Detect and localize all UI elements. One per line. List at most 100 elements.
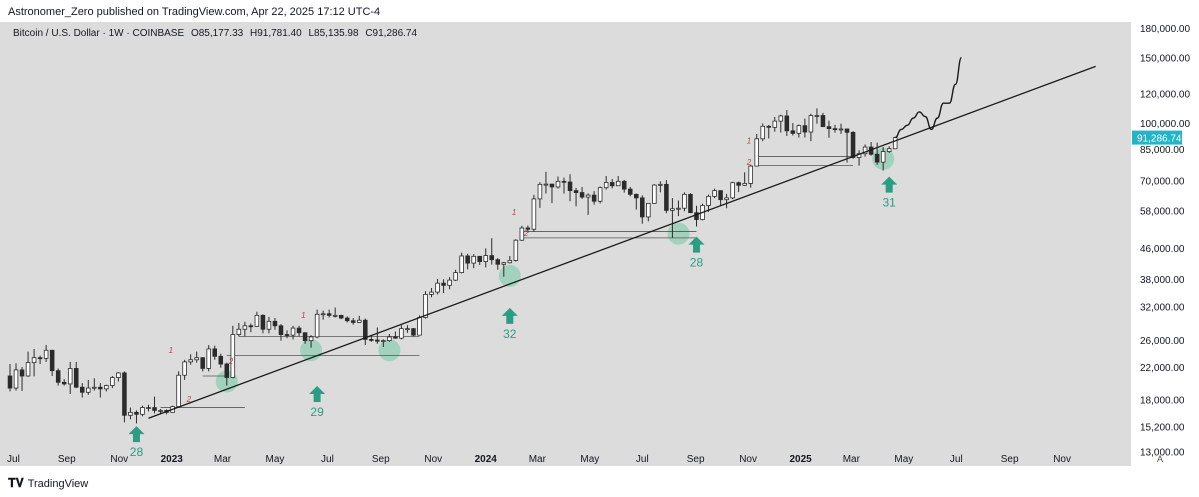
candle: [615, 176, 621, 187]
candle-body: [634, 193, 639, 199]
x-tick-label: Nov: [110, 454, 128, 465]
arrow-count-label: 31: [883, 196, 897, 210]
candle: [31, 348, 37, 377]
candle: [591, 191, 597, 205]
candle-body: [350, 320, 356, 323]
candle-body: [603, 182, 609, 189]
candle-body: [200, 357, 205, 369]
candle: [489, 238, 495, 265]
candle-body: [429, 291, 434, 295]
up-arrow-icon: [309, 386, 326, 403]
candle: [724, 193, 729, 209]
candle: [344, 316, 350, 323]
candle-body: [874, 153, 880, 163]
candle-body: [627, 188, 633, 195]
candle-body: [338, 314, 344, 319]
candle-body: [302, 332, 308, 342]
x-tick-label: 2025: [789, 454, 812, 465]
candle: [531, 194, 537, 232]
y-tick-label: 26,000.00: [1140, 336, 1185, 347]
y-tick-label: 13,000.00: [1140, 448, 1185, 459]
y-tick-label: 15,200.00: [1140, 423, 1185, 434]
candle-body: [326, 313, 332, 316]
ohlc-high: H91,781.40: [249, 28, 302, 39]
candle: [766, 125, 772, 139]
candle: [447, 277, 452, 290]
y-tick-label: 100,000.00: [1140, 119, 1190, 130]
candle-body: [314, 313, 320, 338]
candle: [61, 379, 67, 386]
candle-body: [766, 125, 772, 128]
candle: [856, 150, 862, 166]
candle: [706, 194, 711, 212]
candle-body: [850, 131, 856, 158]
candle-body: [561, 180, 567, 183]
candle-body: [284, 334, 290, 336]
candle: [597, 186, 603, 204]
candle: [79, 383, 85, 398]
up-arrow-shape: [688, 236, 705, 253]
candle: [826, 120, 832, 138]
candle-body: [597, 187, 603, 202]
candle: [7, 364, 13, 392]
candle-body: [73, 368, 79, 388]
candle: [332, 307, 338, 318]
y-tick-label: 150,000.00: [1140, 54, 1190, 65]
candle: [128, 407, 133, 420]
x-tick-label: Sep: [372, 454, 390, 465]
candle: [513, 239, 519, 262]
candle: [676, 200, 681, 217]
candle: [555, 176, 561, 189]
y-tick-label: 180,000.00: [1140, 24, 1190, 35]
candle: [640, 195, 645, 224]
candle: [543, 171, 549, 194]
candle: [104, 384, 109, 392]
candle-body: [206, 348, 211, 369]
candle-body: [260, 314, 266, 330]
x-tick-label: May: [894, 454, 913, 465]
arrow-count-label: 28: [130, 445, 144, 459]
candle-body: [49, 349, 55, 372]
candle-body: [242, 325, 248, 330]
candle-body: [441, 282, 446, 286]
candle-body: [67, 368, 73, 385]
candle: [13, 363, 19, 391]
candle: [483, 248, 488, 268]
candle-body: [826, 126, 832, 130]
x-tick-label: Sep: [687, 454, 705, 465]
candle-body: [25, 362, 31, 377]
candle-body: [646, 202, 651, 218]
candle-body: [802, 125, 808, 133]
candle: [567, 174, 573, 202]
x-tick-label: Jul: [321, 454, 334, 465]
x-tick-label: Mar: [843, 454, 861, 465]
candle-body: [814, 115, 820, 117]
level-marker-label: 2: [228, 357, 234, 366]
candle-body: [230, 334, 236, 378]
candle-body: [453, 272, 458, 281]
candle: [338, 314, 344, 320]
candle-body: [278, 325, 284, 335]
candle: [549, 183, 555, 204]
footer-brand: 𝐓𝐕 TradingView: [8, 476, 88, 491]
candle-body: [344, 317, 350, 322]
candle: [832, 124, 838, 133]
candle-body: [591, 194, 597, 202]
candle: [357, 315, 362, 323]
candle: [808, 113, 814, 142]
up-arrow-shape: [881, 176, 898, 193]
candle: [278, 324, 284, 341]
y-tick-label: 38,000.00: [1140, 275, 1185, 286]
candle-body: [176, 374, 181, 408]
auto-scale-label: A: [1157, 454, 1163, 464]
candle: [754, 133, 759, 167]
candle: [272, 318, 278, 330]
candle-body: [579, 192, 585, 198]
candle: [308, 335, 314, 348]
candle-body: [405, 328, 410, 331]
candle: [393, 331, 398, 339]
candle-body: [658, 183, 663, 186]
trendline: [148, 65, 1096, 419]
ohlc-open: O85,177.33: [190, 28, 244, 39]
